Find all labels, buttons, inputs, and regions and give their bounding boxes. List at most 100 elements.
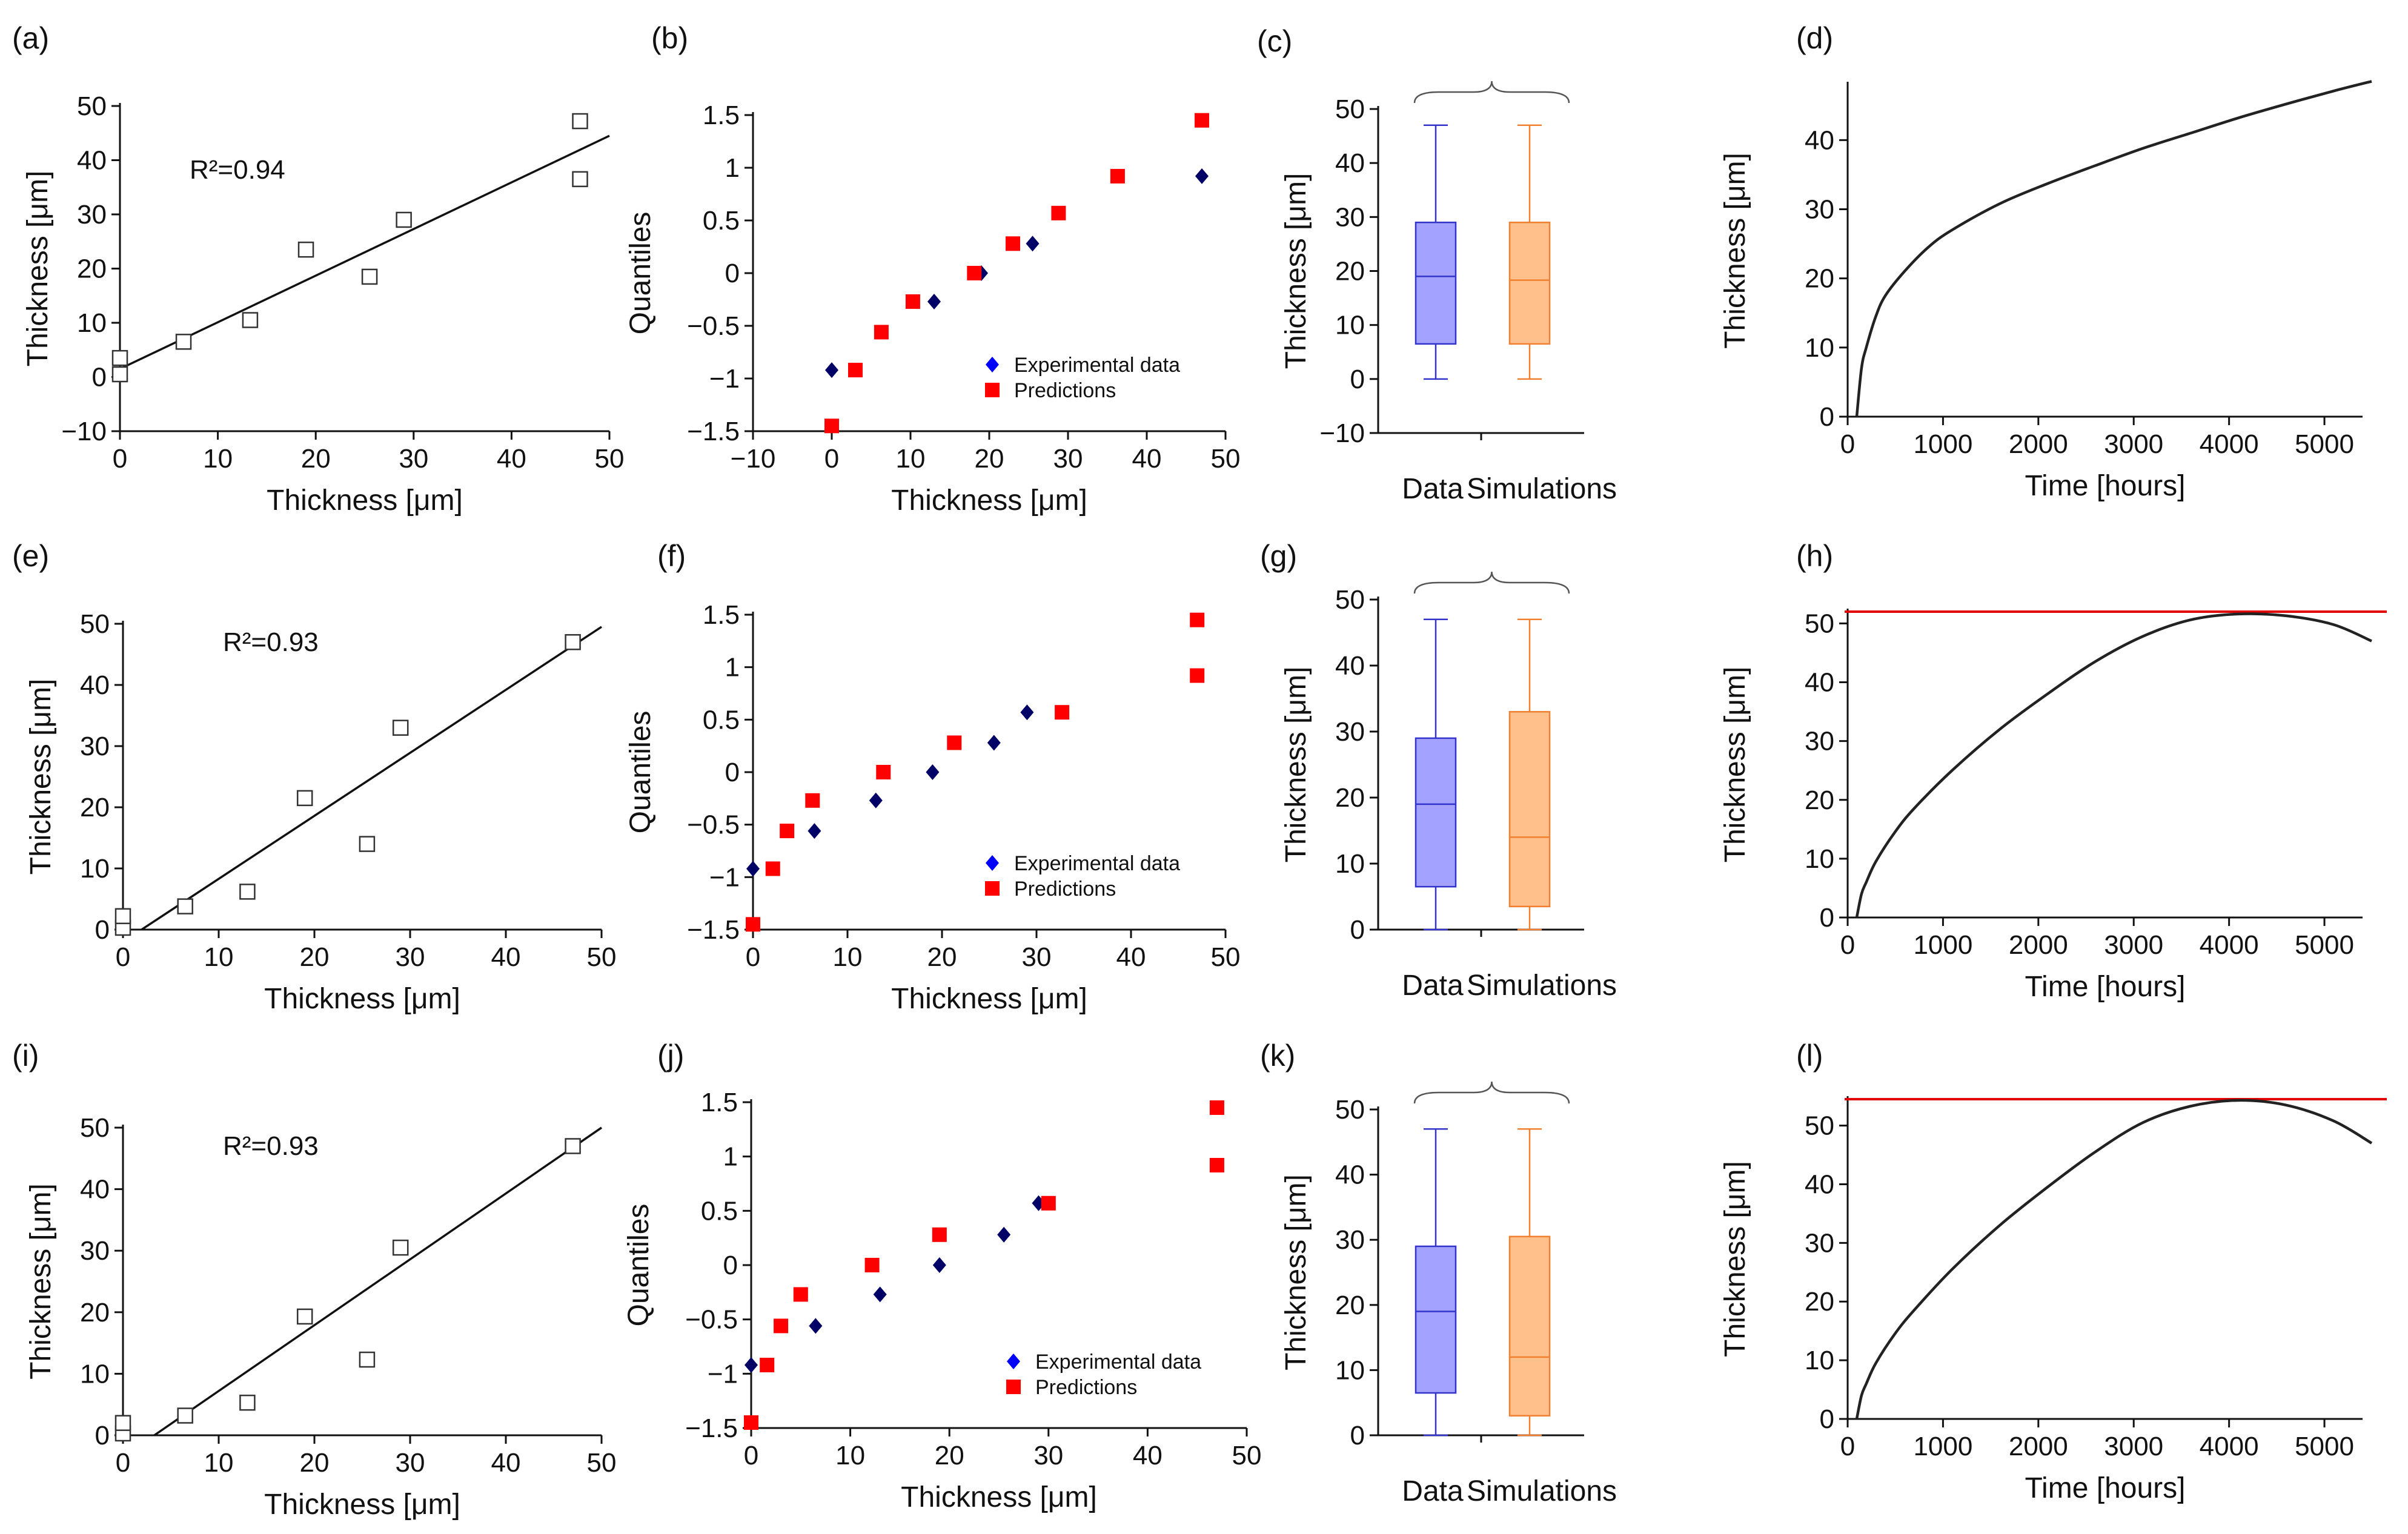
- x-tick-label: 30: [1033, 1441, 1063, 1470]
- y-tick-label: 0: [1820, 1404, 1834, 1434]
- y-tick-label: 1.5: [703, 600, 740, 630]
- x-tick-label: 50: [595, 444, 625, 474]
- legend-prediction-label: Predictions: [1014, 878, 1116, 901]
- prediction-point: [1041, 1195, 1056, 1211]
- data-point: [239, 884, 256, 900]
- x-tick-label: 0: [746, 942, 760, 972]
- y-axis-title: Thickness [μm]: [1719, 153, 1751, 349]
- y-tick-label: 20: [1335, 1291, 1365, 1320]
- panel-l: (l) 0 10 20 30 40 50 Thickness [μm] 0 1000 2000 300…: [1719, 1039, 2387, 1504]
- x-tick-label: 10: [833, 942, 863, 972]
- x-tick-label: 40: [1116, 942, 1146, 972]
- y-tick-label: 50: [1335, 1095, 1365, 1125]
- legend-prediction-label: Predictions: [1035, 1376, 1137, 1399]
- x-tick-label: 0: [1840, 429, 1855, 459]
- x-axis-title: Thickness [μm]: [267, 484, 463, 517]
- panel-b: (b) −1.5 −1 −0.5 0 0.5 1 1.5 Quantiles −10 0 10 20 30…: [625, 21, 1240, 517]
- y-tick-label: 30: [80, 1236, 110, 1266]
- y-tick-label: 10: [1805, 333, 1834, 363]
- x-tick-label: 2000: [2009, 930, 2068, 960]
- data-point: [239, 1394, 256, 1411]
- y-tick-label: 20: [1805, 1287, 1834, 1317]
- x-tick-label: 3000: [2104, 930, 2163, 960]
- y-tick-label: 0: [95, 1421, 110, 1450]
- box-simulations: [1508, 618, 1551, 931]
- y-tick-label: 20: [80, 793, 110, 822]
- iqr-box: [1508, 222, 1551, 345]
- experimental-point: [997, 1226, 1011, 1243]
- y-tick-label: 0.5: [703, 206, 740, 236]
- y-tick-label: 10: [1335, 849, 1365, 879]
- prediction-point: [1195, 113, 1209, 128]
- panel-label: (c): [1257, 24, 1292, 58]
- x-axis-title: Time [hours]: [2025, 971, 2186, 1003]
- thickness-curve: [1855, 80, 2372, 417]
- data-point: [392, 1239, 409, 1256]
- x-tick-label: 4000: [2200, 930, 2259, 960]
- y-tick-label: 1: [725, 653, 740, 683]
- iqr-box: [1415, 222, 1457, 345]
- legend-prediction-marker: [1006, 1380, 1021, 1394]
- data-point: [572, 113, 588, 130]
- x-tick-label: 3000: [2104, 1432, 2163, 1461]
- y-tick-label: 50: [80, 1113, 110, 1143]
- y-tick-label: 10: [77, 308, 107, 338]
- y-tick-label: 20: [1335, 783, 1365, 813]
- data-point: [359, 1351, 376, 1368]
- data-point: [361, 268, 378, 285]
- prediction-point: [824, 418, 839, 434]
- y-tick-label: 1: [723, 1142, 738, 1172]
- panel-k: (k) 0 10 20 30 40 50 Thickness [μm] Data Simulati…: [1260, 1039, 1617, 1507]
- y-tick-label: 0: [92, 363, 107, 392]
- y-axis-title: Thickness [μm]: [25, 1183, 57, 1380]
- y-tick-label: 0: [95, 915, 110, 945]
- prediction-point: [864, 1258, 880, 1272]
- panel-label: (j): [657, 1039, 684, 1073]
- panel-label: (b): [651, 21, 688, 55]
- x-tick-label: 0: [116, 1448, 130, 1478]
- x-axis-title: Thickness [μm]: [264, 983, 460, 1015]
- y-tick-label: 20: [80, 1298, 110, 1327]
- data-point: [114, 1415, 131, 1431]
- legend-prediction-marker: [985, 383, 1000, 397]
- box-data: [1415, 1128, 1457, 1436]
- prediction-point: [848, 363, 863, 378]
- prediction-point: [744, 1415, 758, 1430]
- experimental-point: [932, 1257, 946, 1273]
- experimental-point: [1026, 236, 1040, 252]
- panel-label: (f): [657, 539, 686, 573]
- y-tick-label: −1.5: [687, 417, 740, 446]
- y-tick-label: 50: [80, 609, 110, 639]
- data-point: [297, 241, 314, 258]
- y-tick-label: 30: [1335, 717, 1365, 747]
- y-tick-label: 10: [1805, 1346, 1834, 1375]
- prediction-point: [765, 861, 780, 876]
- comparison-brace: [1413, 1081, 1570, 1104]
- experimental-point: [926, 764, 940, 780]
- x-tick-label: 2000: [2009, 429, 2068, 459]
- y-tick-label: −10: [1319, 418, 1365, 448]
- iqr-box: [1415, 737, 1457, 888]
- data-point: [296, 790, 313, 807]
- x-tick-label: 10: [204, 942, 234, 972]
- panel-label: (d): [1796, 21, 1833, 55]
- y-tick-label: 50: [77, 91, 107, 121]
- panel-e: (e) 0 10 20 30 40 50 Thickness [μm] 0 10 20 30 40 50 T…: [12, 539, 616, 1015]
- panel-g: (g) 0 10 20 30 40 50 Thickness [μm] Data Simulati…: [1260, 539, 1617, 1002]
- prediction-point: [1055, 705, 1070, 720]
- y-tick-label: 40: [80, 1175, 110, 1205]
- y-tick-label: 40: [1805, 125, 1834, 155]
- category-label: Data: [1402, 1475, 1464, 1507]
- box-simulations: [1508, 124, 1551, 380]
- y-tick-label: 40: [1805, 1169, 1834, 1199]
- x-tick-label: 1000: [1913, 1432, 1972, 1461]
- legend-experimental-label: Experimental data: [1014, 354, 1180, 377]
- y-tick-label: 0: [1350, 1421, 1365, 1450]
- regression-line: [120, 134, 610, 370]
- legend-experimental-marker: [986, 357, 999, 372]
- y-axis-title: Quantiles: [625, 711, 657, 834]
- experimental-point: [809, 1318, 823, 1334]
- prediction-point: [967, 266, 982, 280]
- panel-c: (c) −10 0 10 20 30 40 50 Thickness [μm] Data Simul…: [1257, 24, 1617, 505]
